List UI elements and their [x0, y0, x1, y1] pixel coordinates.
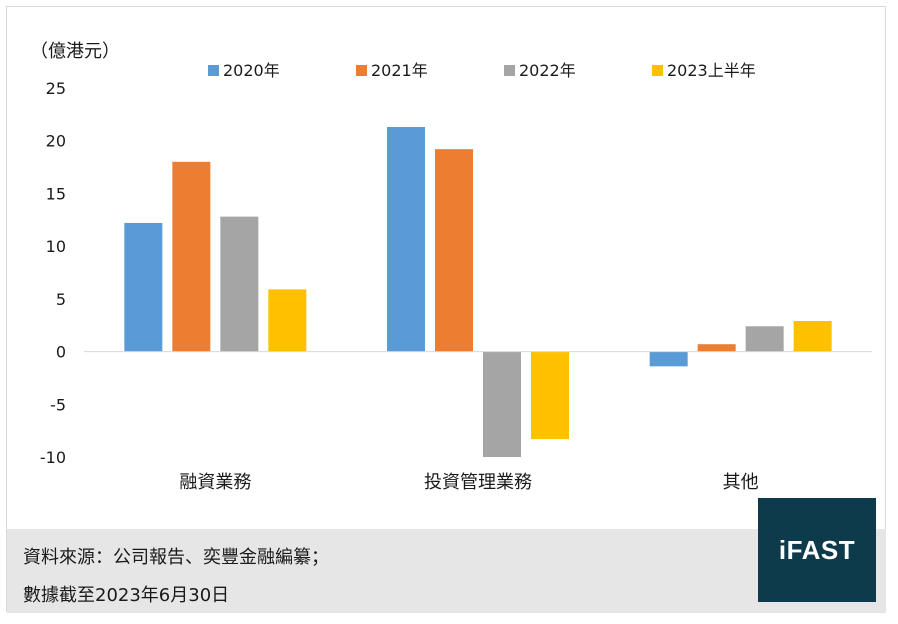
bar-1-1: [124, 222, 163, 352]
legend: 2020年 2021年 2022年 2023上半年: [208, 61, 756, 80]
legend-swatch: [208, 65, 219, 76]
y-tick-label: -10: [40, 448, 66, 467]
bar-3-2: [697, 344, 736, 352]
bar-2-4: [531, 351, 569, 440]
bar-1-3: [220, 216, 259, 352]
bar-3-4: [793, 320, 832, 352]
category-label: 投資管理業務: [424, 472, 532, 493]
legend-label: 2022年: [519, 61, 576, 80]
unit-label: （億港元）: [30, 41, 120, 62]
y-tick-label: -5: [50, 395, 66, 414]
bar-2-1: [387, 127, 425, 352]
legend-swatch: [504, 65, 515, 76]
category-label: 其他: [723, 472, 759, 493]
legend-swatch: [356, 65, 367, 76]
y-tick-label: 5: [56, 290, 66, 309]
y-axis: 25 20 15 10 5 0 -5 -10: [40, 79, 66, 467]
legend-label: 2020年: [223, 61, 280, 80]
y-tick-label: 15: [46, 184, 66, 203]
bars: [124, 127, 832, 457]
bar-1-2: [172, 161, 211, 352]
bar-3-1: [649, 351, 688, 367]
bar-2-2: [435, 149, 473, 352]
bar-2-3: [483, 351, 521, 457]
y-tick-label: 20: [46, 132, 66, 151]
y-tick-label: 10: [46, 237, 66, 256]
legend-swatch: [652, 65, 663, 76]
x-axis: 融資業務 投資管理業務 其他: [179, 472, 758, 493]
source-footer: 資料來源：公司報告、奕豐金融編纂； 數據截至2023年6月30日: [7, 529, 886, 613]
category-label: 融資業務: [179, 472, 251, 493]
legend-label: 2023上半年: [667, 61, 756, 80]
data-date-note: 數據截至2023年6月30日: [23, 585, 230, 606]
bar-1-4: [268, 289, 307, 352]
legend-label: 2021年: [371, 61, 428, 80]
y-tick-label: 0: [56, 343, 66, 362]
ifast-logo: iFAST: [758, 498, 876, 602]
bar-3-3: [745, 326, 784, 352]
source-note: 資料來源：公司報告、奕豐金融編纂；: [23, 547, 329, 568]
y-tick-label: 25: [46, 79, 66, 98]
